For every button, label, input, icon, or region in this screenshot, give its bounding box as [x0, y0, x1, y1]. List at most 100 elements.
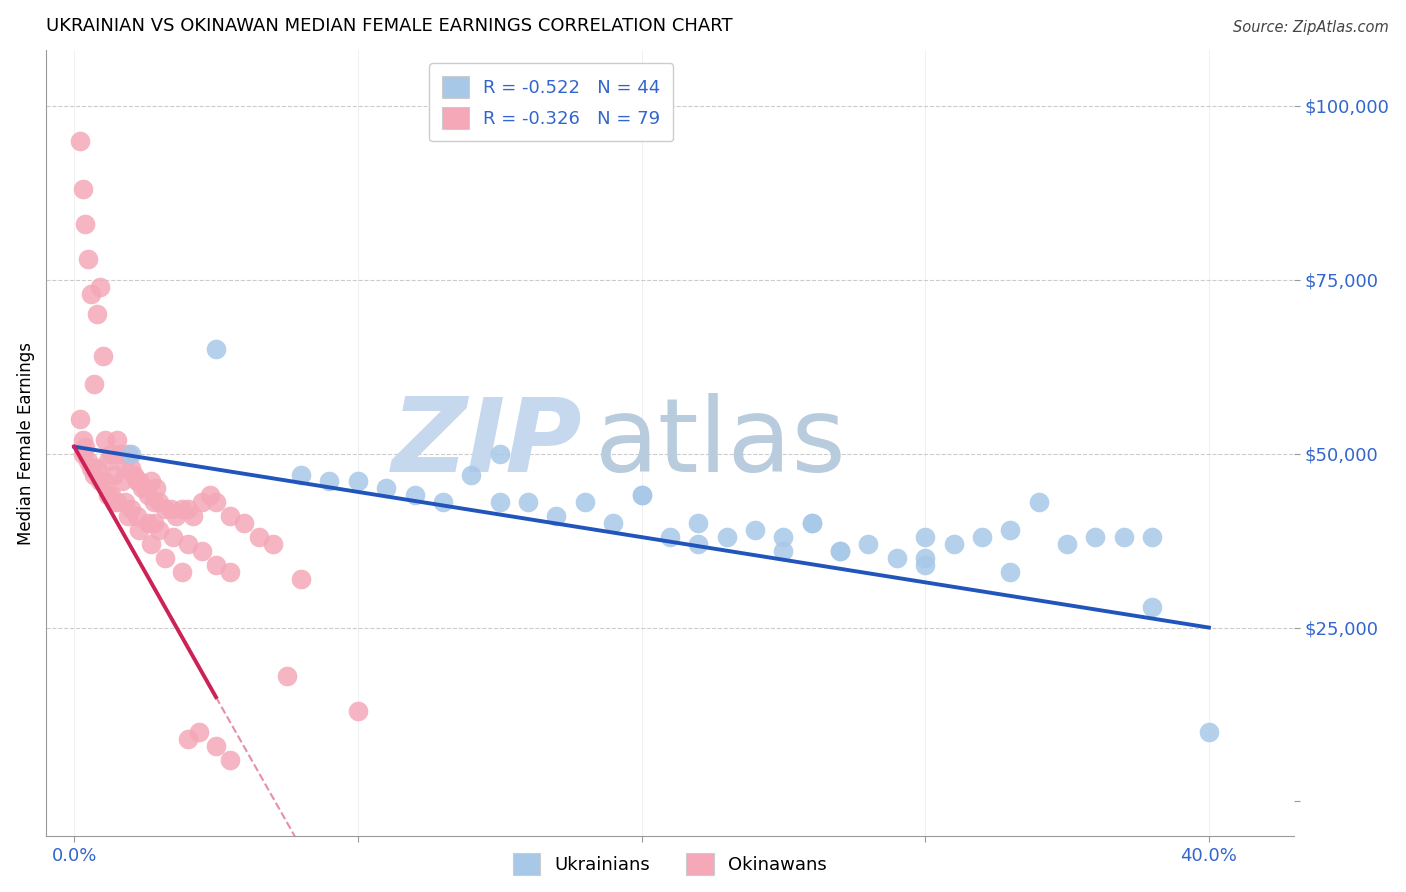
- Point: [772, 544, 794, 558]
- Point: [970, 530, 993, 544]
- Legend: Ukrainians, Okinawans: Ukrainians, Okinawans: [506, 846, 834, 882]
- Point: [176, 537, 198, 551]
- Point: [914, 558, 936, 572]
- Point: [75, 440, 97, 454]
- Point: [347, 475, 370, 489]
- Point: [247, 530, 270, 544]
- Point: [1140, 530, 1163, 544]
- Point: [205, 495, 228, 509]
- Y-axis label: Median Female Earnings: Median Female Earnings: [17, 342, 35, 545]
- Point: [800, 516, 823, 531]
- Point: [114, 495, 136, 509]
- Point: [83, 377, 105, 392]
- Point: [744, 523, 766, 537]
- Point: [1084, 530, 1107, 544]
- Point: [205, 558, 228, 572]
- Point: [546, 509, 568, 524]
- Point: [188, 725, 211, 739]
- Text: Source: ZipAtlas.com: Source: ZipAtlas.com: [1233, 20, 1389, 35]
- Point: [77, 252, 100, 266]
- Point: [72, 447, 94, 461]
- Point: [176, 731, 198, 746]
- Point: [75, 217, 97, 231]
- Point: [153, 502, 176, 516]
- Point: [176, 502, 198, 516]
- Point: [125, 475, 148, 489]
- Point: [69, 134, 91, 148]
- Point: [117, 447, 139, 461]
- Point: [162, 530, 184, 544]
- Point: [139, 537, 162, 551]
- Point: [165, 509, 187, 524]
- Point: [105, 433, 128, 447]
- Point: [830, 544, 852, 558]
- Point: [200, 488, 222, 502]
- Point: [942, 537, 965, 551]
- Point: [630, 488, 652, 502]
- Point: [117, 509, 139, 524]
- Point: [89, 475, 111, 489]
- Point: [83, 467, 105, 482]
- Point: [103, 495, 125, 509]
- Point: [574, 495, 596, 509]
- Point: [290, 467, 312, 482]
- Point: [72, 182, 94, 196]
- Point: [77, 453, 100, 467]
- Point: [134, 482, 156, 496]
- Point: [1000, 565, 1022, 579]
- Point: [460, 467, 482, 482]
- Point: [233, 516, 256, 531]
- Point: [128, 475, 150, 489]
- Point: [602, 516, 624, 531]
- Point: [191, 544, 214, 558]
- Point: [69, 412, 91, 426]
- Text: UKRAINIAN VS OKINAWAN MEDIAN FEMALE EARNINGS CORRELATION CHART: UKRAINIAN VS OKINAWAN MEDIAN FEMALE EARN…: [46, 17, 733, 35]
- Point: [488, 495, 510, 509]
- Point: [122, 467, 145, 482]
- Point: [148, 523, 170, 537]
- Point: [94, 475, 117, 489]
- Point: [145, 482, 167, 496]
- Point: [1198, 725, 1220, 739]
- Point: [262, 537, 284, 551]
- Point: [105, 495, 128, 509]
- Point: [347, 704, 370, 718]
- Text: atlas: atlas: [595, 392, 846, 493]
- Point: [772, 530, 794, 544]
- Point: [800, 516, 823, 531]
- Point: [1112, 530, 1135, 544]
- Point: [517, 495, 540, 509]
- Point: [72, 433, 94, 447]
- Point: [205, 343, 228, 357]
- Point: [97, 488, 120, 502]
- Point: [100, 488, 122, 502]
- Point: [181, 509, 204, 524]
- Point: [375, 482, 398, 496]
- Point: [125, 509, 148, 524]
- Point: [205, 739, 228, 753]
- Point: [688, 516, 710, 531]
- Point: [170, 502, 193, 516]
- Point: [318, 475, 340, 489]
- Point: [830, 544, 852, 558]
- Point: [142, 495, 165, 509]
- Point: [276, 669, 298, 683]
- Point: [658, 530, 681, 544]
- Point: [139, 475, 162, 489]
- Point: [148, 495, 170, 509]
- Point: [128, 523, 150, 537]
- Point: [404, 488, 426, 502]
- Point: [1140, 599, 1163, 614]
- Point: [191, 495, 214, 509]
- Point: [219, 565, 242, 579]
- Point: [1028, 495, 1050, 509]
- Point: [97, 453, 120, 467]
- Point: [630, 488, 652, 502]
- Point: [80, 460, 103, 475]
- Point: [120, 447, 142, 461]
- Point: [86, 460, 108, 475]
- Point: [219, 753, 242, 767]
- Point: [688, 537, 710, 551]
- Point: [914, 530, 936, 544]
- Point: [114, 460, 136, 475]
